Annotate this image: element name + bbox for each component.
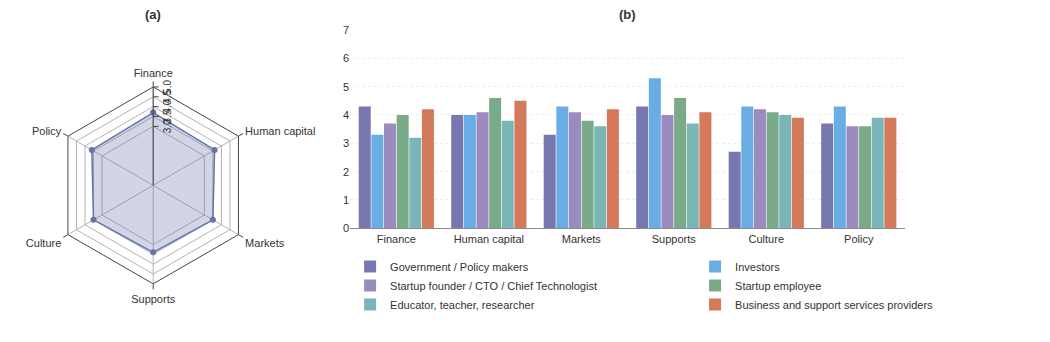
svg-text:1: 1 [343, 194, 349, 206]
svg-text:4.5: 4.5 [162, 89, 173, 103]
svg-text:Supports: Supports [131, 293, 176, 305]
svg-text:Business and support services: Business and support services providers [735, 299, 933, 311]
svg-text:5: 5 [343, 81, 349, 93]
svg-text:Educator, teacher, researcher: Educator, teacher, researcher [390, 299, 535, 311]
svg-text:3.5: 3.5 [162, 109, 173, 123]
svg-text:Government / Policy makers: Government / Policy makers [390, 261, 529, 273]
svg-text:Markets: Markets [245, 237, 285, 249]
svg-text:2: 2 [343, 166, 349, 178]
svg-text:Human capital: Human capital [454, 233, 524, 245]
svg-text:Supports: Supports [652, 233, 697, 245]
svg-text:Culture: Culture [749, 233, 784, 245]
svg-text:(a): (a) [145, 7, 161, 22]
svg-text:Policy: Policy [32, 125, 62, 137]
svg-text:Startup employee: Startup employee [735, 280, 821, 292]
svg-text:Finance: Finance [377, 233, 416, 245]
svg-text:Human capital: Human capital [245, 125, 315, 137]
svg-text:Investors: Investors [735, 261, 780, 273]
svg-text:4: 4 [343, 109, 349, 121]
svg-text:0: 0 [343, 222, 349, 234]
svg-text:Policy: Policy [844, 233, 874, 245]
svg-text:7: 7 [343, 24, 349, 36]
svg-text:(b): (b) [619, 7, 636, 22]
svg-text:Startup founder / CTO / Chief: Startup founder / CTO / Chief Technologi… [390, 280, 597, 292]
svg-text:Markets: Markets [562, 233, 602, 245]
svg-text:4.0: 4.0 [162, 99, 173, 113]
svg-text:3.0: 3.0 [162, 119, 173, 133]
svg-text:Culture: Culture [26, 237, 61, 249]
svg-text:3: 3 [343, 137, 349, 149]
svg-text:6: 6 [343, 52, 349, 64]
svg-text:Finance: Finance [134, 67, 173, 79]
svg-text:5.0: 5.0 [162, 80, 173, 94]
